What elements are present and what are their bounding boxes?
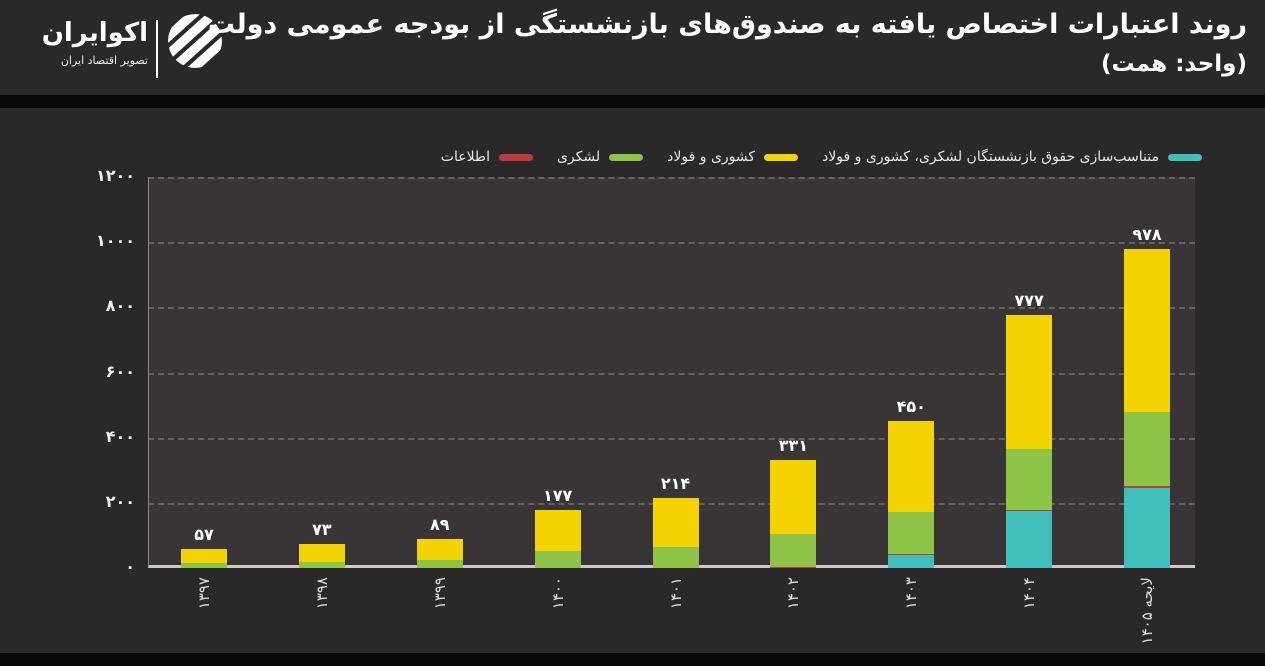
x-axis-tick-label: ۱۴۰۲ [784, 577, 803, 610]
logo-name: اکوایران [41, 18, 148, 48]
bar-segment [1006, 509, 1053, 511]
bar-segment [888, 511, 935, 555]
header-divider-strip [0, 95, 1265, 108]
bar-value-label: ۷۷۷ [1014, 290, 1044, 310]
legend-swatch-icon [498, 153, 533, 161]
gridline-800 [148, 307, 1195, 310]
y-axis-tick-label: ۸۰۰ [105, 296, 135, 316]
bar-segment [770, 460, 817, 535]
gridline-1000 [148, 242, 1195, 245]
bar-segment [888, 421, 935, 512]
title-block: روند اعتبارات اختصاص یافته به صندوق‌های … [208, 8, 1247, 78]
bar-segment [1006, 314, 1053, 450]
bar-segment [181, 549, 227, 564]
x-axis-tick-label: ۱۳۹۷ [195, 577, 213, 610]
legend-swatch-icon [609, 153, 644, 161]
bar-segment [416, 559, 463, 568]
y-axis-tick-label: ۶۰۰ [105, 361, 135, 381]
legend-item-1: کشوری و فولاد [667, 149, 799, 165]
bar-segment [1124, 249, 1170, 412]
bar-segment [1124, 487, 1170, 568]
bar-segment [534, 551, 581, 568]
bar-8 [1124, 249, 1170, 568]
x-axis-tick-label: ۱۴۰۳ [902, 577, 921, 610]
legend-swatch-icon [764, 153, 799, 161]
ecoiran-logo-icon [156, 2, 234, 80]
bar-3 [534, 510, 581, 568]
legend-item-2: لشکری [556, 149, 644, 165]
legend-swatch-icon [1168, 153, 1202, 161]
legend-label: متناسب‌سازی حقوق بازنشستگان لشکری، کشوری… [822, 149, 1159, 165]
bar-segment [770, 567, 817, 568]
bar-value-label: ۸۹ [430, 515, 450, 534]
x-axis-tick-label: ۱۳۹۹ [430, 577, 449, 610]
bar-segment [1006, 510, 1053, 568]
bar-6 [888, 421, 935, 568]
footer-strip [0, 653, 1265, 666]
bar-segment [181, 563, 227, 568]
bar-segment [298, 544, 345, 563]
x-axis-tick-label: ۱۳۹۸ [312, 577, 331, 610]
x-axis-tick-label: ۱۴۰۱ [666, 577, 685, 610]
bar-segment [888, 554, 935, 568]
bar-segment [534, 510, 581, 552]
y-axis-tick-label: ۰ [125, 557, 135, 576]
chart-legend: متناسب‌سازی حقوق بازنشستگان لشکری، کشوری… [441, 149, 1202, 165]
bar-segment [888, 554, 935, 555]
bar-value-label: ۵۷ [194, 525, 214, 545]
gridline-1200 [148, 177, 1195, 179]
page-subtitle: (واحد: همت) [1101, 51, 1247, 77]
bar-segment [652, 498, 699, 547]
gridline-400 [148, 437, 1195, 440]
bar-5 [770, 460, 817, 568]
bar-segment [652, 546, 699, 569]
legend-item-0: متناسب‌سازی حقوق بازنشستگان لشکری، کشوری… [822, 149, 1202, 165]
legend-label: لشکری [556, 149, 601, 165]
x-axis-tick-label: ۱۴۰۰ [548, 577, 567, 610]
y-axis-tick-label: ۱۲۰۰ [95, 166, 135, 185]
bar-segment [1124, 411, 1170, 487]
bar-value-label: ۷۳ [312, 520, 332, 540]
bar-segment [770, 534, 817, 568]
bar-1 [298, 544, 345, 568]
gridline-600 [148, 372, 1195, 375]
bar-value-label: ۴۵۰ [896, 397, 926, 417]
logo-text: اکوایران تصویر اقتصاد ایران [28, 18, 148, 67]
bar-value-label: ۲۱۴ [660, 474, 691, 494]
legend-label: اطلاعات [440, 149, 490, 165]
logo-divider [156, 20, 158, 78]
bar-segment [298, 562, 345, 568]
bar-2 [416, 539, 463, 568]
bar-segment [1006, 449, 1053, 510]
y-axis-tick-label: ۴۰۰ [105, 426, 135, 446]
bar-0 [181, 549, 227, 568]
page-title: روند اعتبارات اختصاص یافته به صندوق‌های … [207, 9, 1247, 40]
y-axis-tick-label: ۲۰۰ [105, 491, 135, 511]
header: اکوایران تصویر اقتصاد ایران روند اعتبارا… [0, 0, 1265, 95]
legend-label: کشوری و فولاد [667, 149, 756, 165]
bar-4 [652, 498, 699, 569]
logo-tagline: تصویر اقتصاد ایران [60, 54, 148, 67]
bar-segment [1124, 486, 1170, 488]
bar-value-label: ۳۳۱ [778, 436, 809, 456]
x-axis-tick-label: ۱۴۰۴ [1020, 577, 1039, 610]
bar-value-label: ۹۷۸ [1132, 225, 1162, 245]
bar-segment [416, 539, 463, 560]
y-axis-tick-label: ۱۰۰۰ [95, 231, 135, 251]
bar-value-label: ۱۷۷ [542, 486, 573, 506]
x-axis-tick-label: لایحه ۱۴۰۵ [1138, 577, 1156, 645]
bar-7 [1006, 314, 1053, 568]
legend-item-3: اطلاعات [441, 149, 533, 165]
